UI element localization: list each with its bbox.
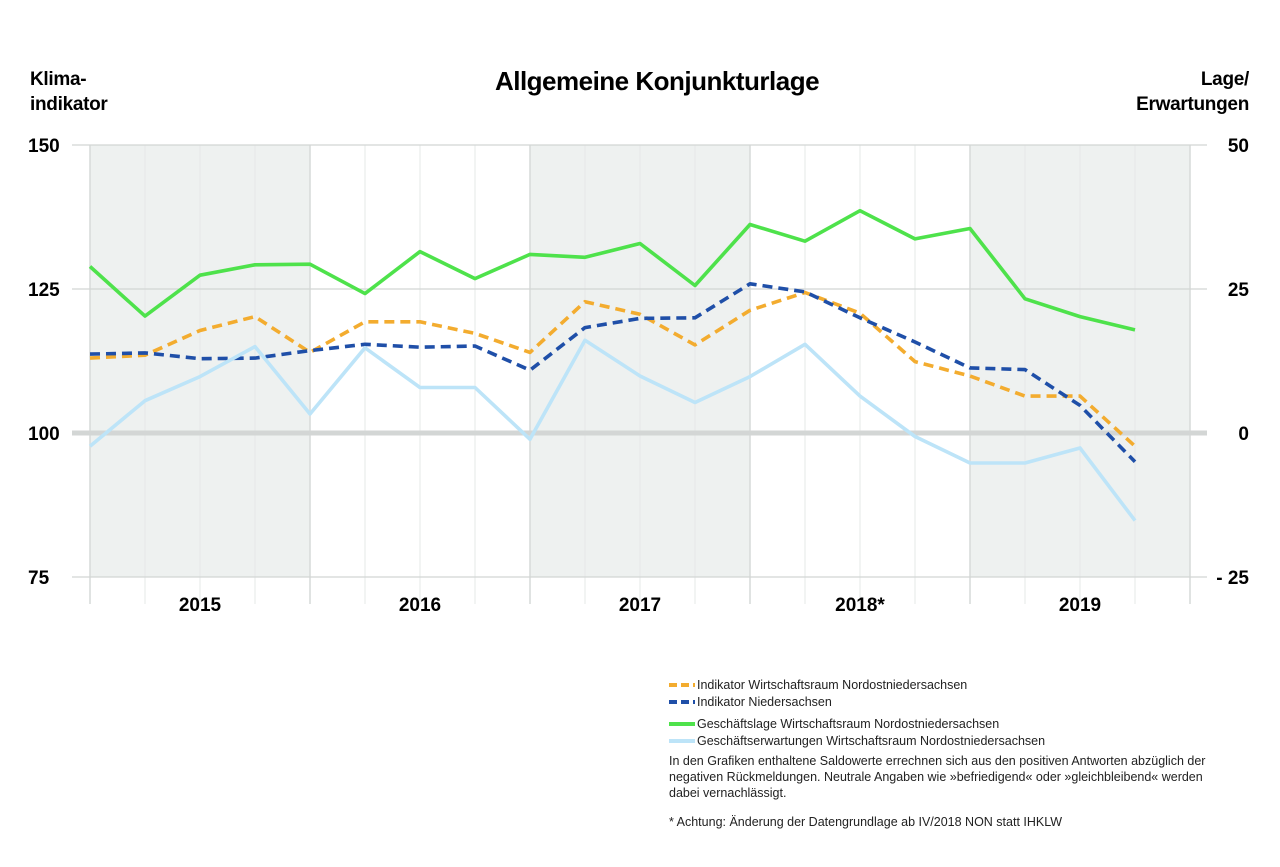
series-line-2 (89, 281, 1137, 464)
y-right-label: Lage/ (1201, 69, 1250, 90)
series-line-4 (88, 338, 1137, 522)
y-left-tick: 100 (28, 424, 60, 445)
y-left-tick: 150 (28, 136, 60, 157)
footnote: * Achtung: Änderung der Datengrundlage a… (669, 815, 1063, 829)
y-right-tick: 25 (1228, 280, 1250, 301)
legend-label: Indikator Niedersachsen (697, 694, 832, 709)
legend-label: Indikator Wirtschaftsraum Nordostnieders… (697, 677, 968, 692)
legend-item: Geschäftslage Wirtschaftsraum Nordostnie… (669, 715, 1229, 732)
x-tick-year: 2018* (835, 595, 885, 616)
series-line-3 (88, 208, 1136, 332)
x-tick-year: 2019 (1059, 595, 1101, 616)
horizontal-gridlines (72, 144, 1207, 578)
x-tick-year: 2015 (179, 595, 222, 616)
y-left-label: Klima- (30, 69, 86, 90)
legend-note: In den Grafiken enthaltene Saldowerte er… (669, 754, 1206, 800)
y-left-tick: 125 (28, 280, 60, 301)
x-tick-year: 2016 (399, 595, 441, 616)
line-chart: Allgemeine Konjunkturlage Klima-indikator… (28, 66, 1250, 616)
legend-item: Indikator Wirtschaftsraum Nordostnieders… (669, 676, 1229, 693)
legend-swatch (669, 721, 695, 726)
legend-swatch (669, 682, 695, 687)
y-right-tick: - 25 (1216, 568, 1249, 589)
legend: Indikator Wirtschaftsraum Nordostnieders… (669, 676, 1229, 829)
y-left-label: indikator (30, 94, 108, 115)
legend-item: Geschäftserwartungen Wirtschaftsraum Nor… (669, 732, 1229, 749)
vertical-gridlines (89, 145, 1191, 604)
series-lines (88, 208, 1137, 522)
legend-swatch (669, 738, 695, 743)
x-tick-year: 2017 (619, 595, 661, 616)
legend-label: Geschäftserwartungen Wirtschaftsraum Nor… (697, 733, 1046, 748)
legend-entries: Indikator Wirtschaftsraum Nordostnieders… (669, 676, 1229, 749)
series-line-1 (89, 290, 1137, 448)
y-right-tick: 50 (1228, 136, 1249, 157)
y-right-tick: 0 (1238, 424, 1249, 445)
y-right-label: Erwartungen (1136, 94, 1249, 115)
legend-swatch (669, 699, 695, 704)
y-left-tick: 75 (28, 568, 50, 589)
legend-item: Indikator Niedersachsen (669, 693, 1229, 710)
chart-title: Allgemeine Konjunkturlage (495, 66, 819, 96)
legend-label: Geschäftslage Wirtschaftsraum Nordostnie… (697, 716, 1000, 731)
axis-labels: Allgemeine Konjunkturlage Klima-indikator… (28, 66, 1250, 616)
